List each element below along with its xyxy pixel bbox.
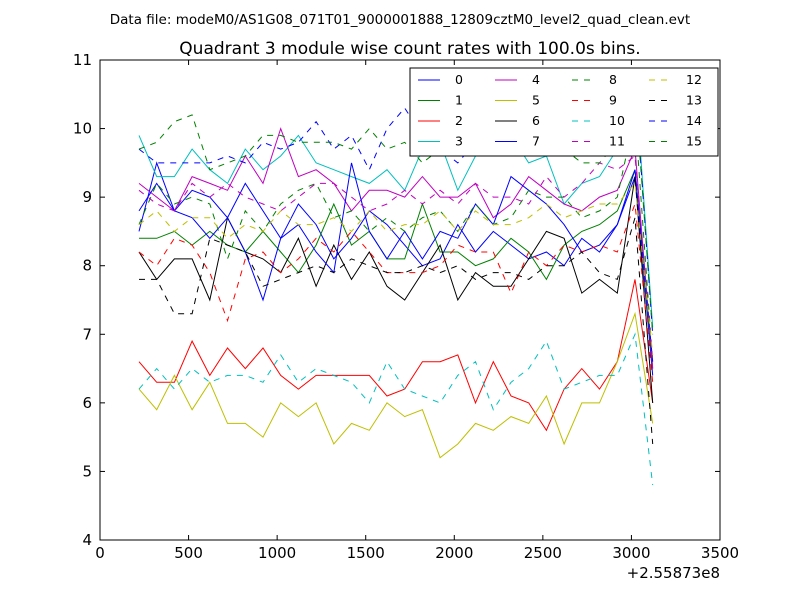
- legend-entry-5: 5: [532, 93, 540, 108]
- legend-entry-14: 14: [686, 113, 702, 128]
- legend-entry-8: 8: [609, 72, 617, 87]
- series-line-10: [138, 332, 654, 486]
- series-line-9: [138, 203, 654, 383]
- y-tick-label: 10: [73, 120, 92, 138]
- y-tick-label: 4: [82, 531, 92, 549]
- series-line-2: [138, 279, 654, 432]
- chart-suptitle: Data file: modeM0/AS1G08_071T01_90000018…: [110, 12, 690, 28]
- x-tick-label: 2000: [435, 544, 473, 562]
- legend-entry-9: 9: [609, 93, 617, 108]
- x-tick-label: 1500: [347, 544, 385, 562]
- x-axis-offset-label: +2.55873e8: [627, 564, 720, 582]
- series-line-3: [138, 73, 654, 328]
- plot-frame: [99, 59, 721, 541]
- y-tick-label: 11: [73, 51, 92, 69]
- legend-entry-11: 11: [609, 134, 625, 149]
- legend-entry-2: 2: [455, 113, 463, 128]
- legend-entry-3: 3: [455, 134, 463, 149]
- legend-entry-4: 4: [532, 72, 540, 87]
- x-tick-label: 0: [95, 544, 105, 562]
- y-tick-label: 7: [82, 325, 92, 343]
- series-line-7: [138, 162, 654, 362]
- y-tick-label: 8: [82, 257, 92, 275]
- series-line-0: [138, 161, 654, 376]
- series-line-11: [138, 155, 654, 362]
- legend-entry-0: 0: [455, 72, 463, 87]
- y-tick-label: 6: [82, 394, 92, 412]
- series-line-6: [138, 176, 654, 403]
- legend-entry-10: 10: [609, 113, 625, 128]
- legend-entry-7: 7: [532, 134, 540, 149]
- legend-entry-15: 15: [686, 134, 702, 149]
- legend-entry-12: 12: [686, 72, 702, 87]
- legend-entry-6: 6: [532, 113, 540, 128]
- series-line-5: [138, 311, 654, 459]
- series-line-8: [138, 114, 654, 362]
- y-tick-label: 5: [82, 462, 92, 480]
- legend-entry-13: 13: [686, 93, 702, 108]
- x-tick-label: 2500: [524, 544, 562, 562]
- chart-title: Quadrant 3 module wise count rates with …: [179, 39, 640, 59]
- legend-entry-1: 1: [455, 93, 463, 108]
- x-tick-label: 3500: [701, 544, 739, 562]
- x-tick-label: 3000: [612, 544, 650, 562]
- series-line-4: [138, 127, 654, 369]
- x-axis: 0 500 1000 1500 2000 2500 3000 3500: [95, 60, 739, 562]
- series-line-12: [138, 182, 654, 355]
- y-tick-label: 9: [82, 188, 92, 206]
- series-line-1: [139, 169, 654, 369]
- x-tick-label: 1000: [258, 544, 296, 562]
- x-tick-label: 500: [174, 544, 203, 562]
- series-line-13: [139, 217, 654, 445]
